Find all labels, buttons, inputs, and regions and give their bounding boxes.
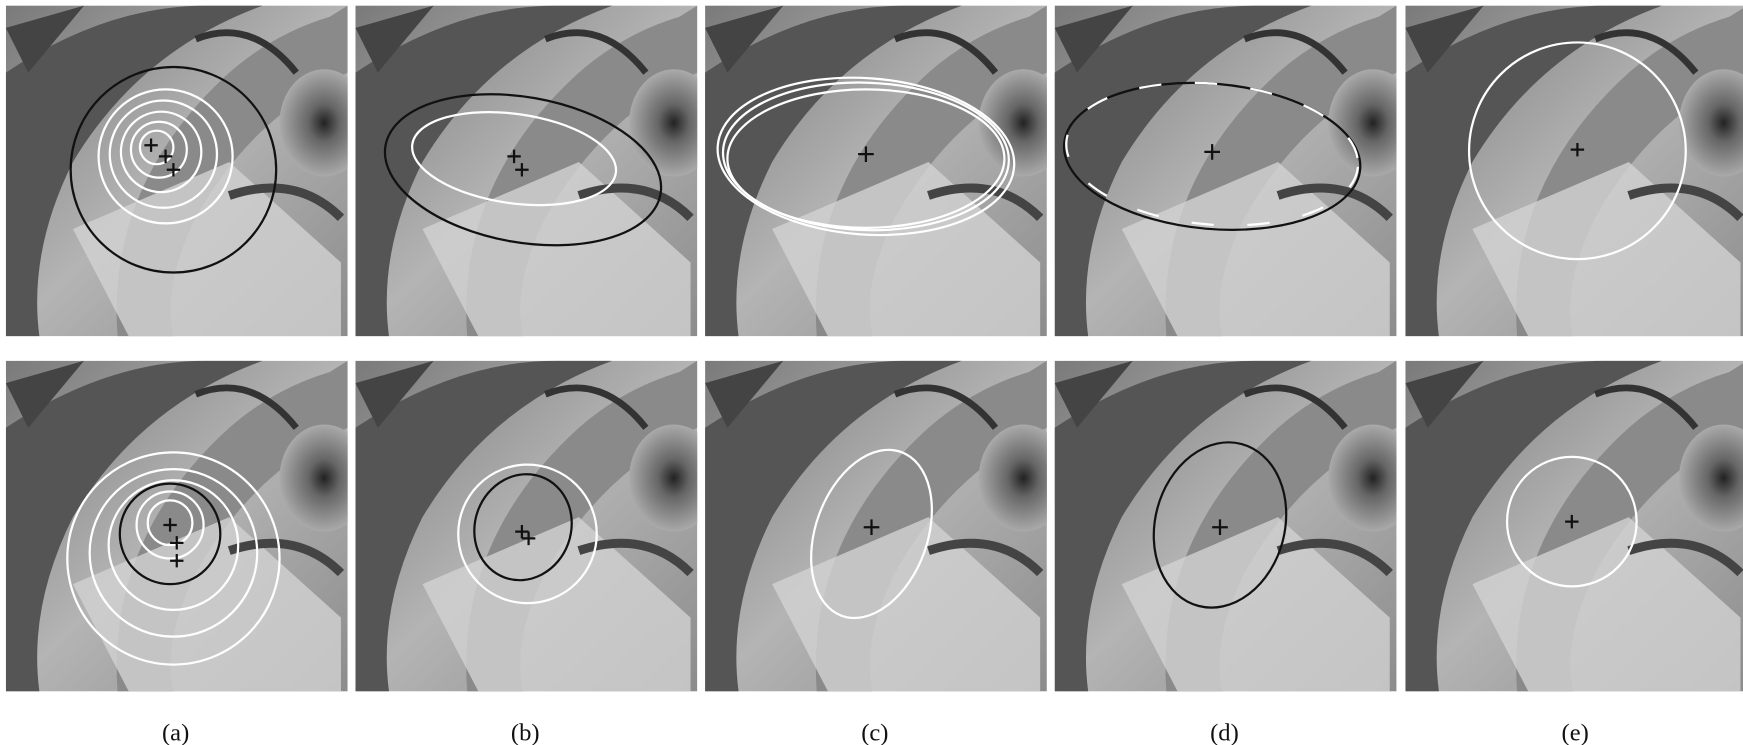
panel <box>6 361 369 692</box>
panel <box>1170 6 1743 337</box>
page: {"figure": {"labels": ["(a)", "(b)", "(c… <box>0 0 1743 745</box>
panel-label: (a) <box>162 720 189 745</box>
panel-label: (d) <box>1210 720 1239 745</box>
panel <box>1405 361 1743 692</box>
panel-label: (b) <box>511 720 540 745</box>
panel <box>355 361 718 692</box>
panel <box>6 6 369 337</box>
panel <box>705 361 1068 692</box>
panel <box>1055 361 1418 692</box>
panel-label: (c) <box>861 720 888 745</box>
panel <box>355 6 718 337</box>
panel-label: (e) <box>1562 720 1589 745</box>
figure: (a) (b) (c) (d) (e) <box>0 0 1743 745</box>
panel <box>705 6 1068 337</box>
